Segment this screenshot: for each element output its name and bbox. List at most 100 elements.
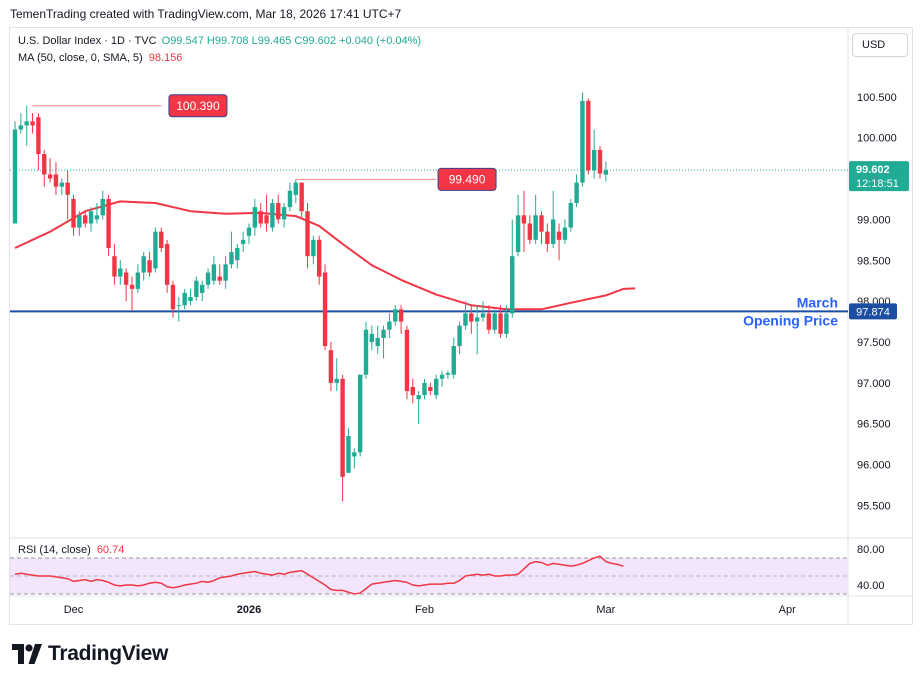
y-tick-label: 98.500 — [857, 255, 891, 267]
candle-body — [24, 121, 29, 126]
candle-body — [112, 256, 117, 277]
candle-down — [545, 223, 550, 253]
candle-up — [352, 448, 357, 469]
candle-body — [369, 333, 375, 342]
candle-body — [416, 395, 421, 400]
candle-body — [533, 215, 538, 240]
candle-body — [393, 309, 398, 322]
candle-body — [240, 239, 246, 244]
candle-body — [153, 231, 158, 269]
candle-body — [135, 272, 141, 289]
candle-up — [246, 223, 252, 244]
candle-up — [135, 264, 141, 293]
close-label: C — [294, 35, 303, 47]
candle-body — [451, 346, 456, 375]
candle-body — [539, 215, 544, 232]
change-value: +0.040 (+0.04%) — [339, 35, 422, 47]
close-value: 99.602 — [302, 35, 337, 47]
brand-name: TradingView — [48, 642, 169, 665]
candle-body — [170, 284, 176, 310]
annotation-opening-price: Opening Price — [743, 312, 838, 328]
opening-price-tag — [849, 303, 897, 320]
candle-down — [258, 203, 263, 228]
candle-body — [510, 256, 515, 314]
candle-up — [510, 219, 515, 318]
y-tick-label: 97.500 — [857, 337, 891, 349]
candle-body — [317, 239, 322, 277]
candle-down — [539, 211, 544, 244]
candle-body — [340, 378, 345, 477]
candle-up — [416, 391, 421, 424]
candle-up — [357, 374, 363, 457]
symbol-name[interactable]: U.S. Dollar Index · 1D · TVC — [18, 35, 157, 47]
candle-body — [410, 386, 415, 396]
candle-up — [18, 113, 24, 134]
candle-up — [188, 288, 193, 306]
candle-body — [211, 264, 217, 281]
candle-down — [164, 239, 170, 293]
level-tag-label: 99.490 — [449, 172, 486, 186]
candle-body — [281, 207, 287, 220]
candle-up — [474, 305, 480, 355]
candle-down — [276, 194, 281, 224]
candle-up — [434, 374, 439, 400]
candle-up — [580, 92, 585, 187]
candle-body — [36, 117, 41, 154]
candle-down — [299, 182, 304, 220]
ma-label[interactable]: MA (50, close, 0, SMA, 5) — [18, 52, 143, 64]
candle-body — [147, 260, 152, 273]
candle-body — [492, 313, 497, 330]
candle-body — [457, 325, 462, 347]
level-tag-label: 100.390 — [176, 99, 220, 113]
x-tick-label: 2026 — [237, 604, 261, 616]
candle-body — [322, 272, 328, 347]
candle-up — [504, 305, 509, 338]
candle-body — [527, 223, 532, 240]
rsi-y-tick-label: 80.00 — [857, 544, 885, 556]
chart-header: TemenTrading created with TradingView.co… — [10, 7, 402, 21]
rsi-label[interactable]: RSI (14, close) — [18, 544, 91, 556]
candle-up — [492, 309, 497, 334]
candle-up — [463, 301, 468, 330]
y-tick-label: 100.000 — [857, 133, 897, 145]
candle-body — [30, 121, 35, 126]
currency-button[interactable]: USD — [852, 33, 908, 57]
tradingview-logo[interactable]: TradingView — [12, 642, 168, 666]
candle-body — [311, 239, 316, 257]
candle-up — [240, 231, 246, 253]
candle-up — [562, 219, 568, 244]
candle-body — [597, 149, 603, 174]
candle-body — [556, 231, 562, 240]
candle-down — [410, 378, 415, 404]
candle-body — [264, 215, 269, 224]
candle-down — [30, 113, 35, 134]
candle-body — [375, 337, 380, 347]
y-tick-label: 96.000 — [857, 460, 891, 472]
candle-body — [83, 215, 88, 224]
candle-down — [264, 194, 269, 232]
candle-up — [211, 256, 217, 285]
candle-up — [141, 252, 146, 281]
open-label: O — [161, 35, 171, 47]
candle-body — [164, 243, 170, 285]
candle-down — [217, 264, 222, 285]
level-tag — [168, 94, 228, 118]
candle-down — [106, 194, 111, 257]
candle-down — [123, 268, 129, 302]
candle-body — [551, 219, 556, 244]
candle-body — [176, 305, 181, 307]
candle-body — [59, 182, 64, 187]
candle-up — [451, 337, 456, 379]
candle-up — [603, 161, 609, 182]
last-price-label: 99.602 — [856, 164, 890, 176]
y-tick-label: 99.000 — [857, 214, 891, 226]
candle-down — [159, 227, 164, 253]
candle-up — [439, 370, 445, 387]
x-tick-label: Feb — [415, 604, 434, 616]
candle-body — [182, 292, 187, 306]
x-tick-label: Mar — [596, 604, 615, 616]
candle-body — [106, 198, 111, 248]
candle-body — [141, 256, 146, 273]
candle-up — [375, 325, 380, 355]
